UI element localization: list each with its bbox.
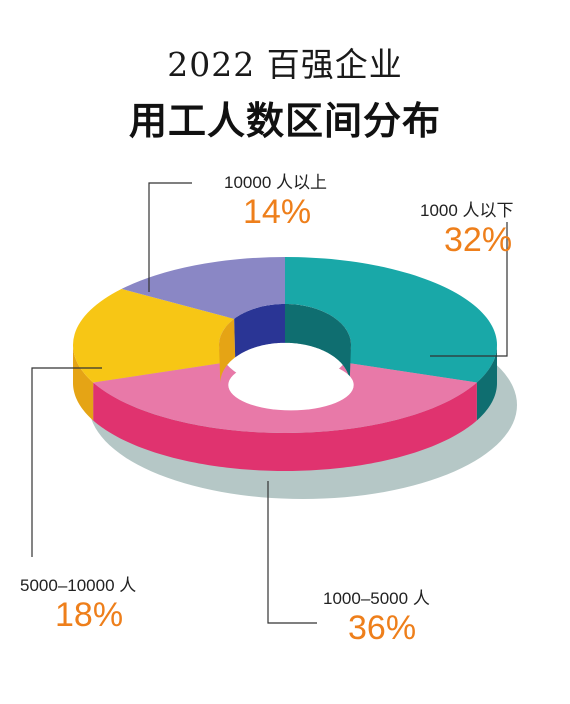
slice-side-5000-10000	[73, 345, 94, 421]
slice-side-1000-5000	[93, 382, 477, 471]
slice-percent-under-1000: 32%	[444, 221, 513, 259]
slice-inner-5000-10000	[219, 318, 236, 383]
slice-label-under-1000: 1000 人以下	[420, 201, 514, 220]
leader-line-5000-10000	[31, 367, 102, 557]
leader-line-10000-plus	[148, 182, 192, 292]
slice-10000-plus	[121, 257, 286, 319]
leader-line-under-1000	[430, 222, 508, 357]
slice-inner-under-1000	[285, 304, 351, 383]
slice-percent-10000-plus: 14%	[243, 193, 312, 231]
donut-hole-floor	[228, 359, 354, 411]
slice-under-1000	[285, 257, 497, 383]
slice-label-10000-plus: 10000 人以上	[224, 173, 327, 192]
slice-inner-10000-plus	[234, 304, 285, 358]
chart-title-main: 用工人数区间分布	[128, 99, 441, 143]
leader-line-1000-5000	[267, 481, 317, 624]
slice-percent-5000-10000: 18%	[55, 596, 124, 634]
slice-label-5000-10000: 5000–10000 人	[20, 576, 137, 595]
slice-percent-1000-5000: 36%	[348, 609, 417, 647]
slice-label-1000-5000: 1000–5000 人	[323, 589, 430, 608]
slice-5000-10000	[72, 288, 235, 383]
chart-title-year: 2022 百强企业	[167, 45, 403, 84]
slice-side-under-1000	[476, 345, 497, 421]
